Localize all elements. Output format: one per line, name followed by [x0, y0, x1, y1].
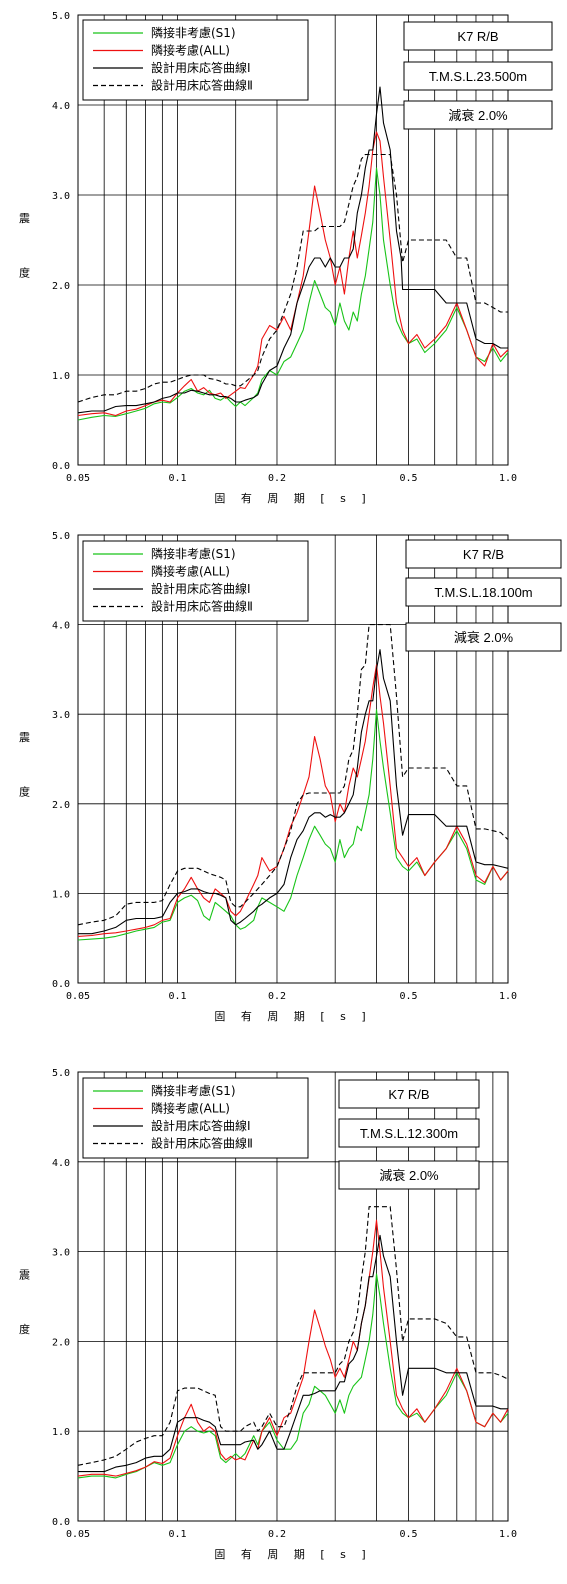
x-axis-title: 固 有 周 期 [ s ]	[214, 1547, 371, 1561]
legend-label-2: 隣接考慮(ALL)	[151, 1101, 230, 1116]
x-tick-label: 0.5	[399, 1529, 417, 1540]
legend-label-1: 隣接非考慮(S1)	[151, 25, 236, 40]
x-tick-label: 0.05	[66, 991, 90, 1002]
legend-label-4: 設計用床応答曲線Ⅱ	[151, 78, 253, 93]
legend: 隣接非考慮(S1) 隣接考慮(ALL) 設計用床応答曲線Ⅰ 設計用床応答曲線Ⅱ	[83, 541, 308, 621]
y-tick-label: 3.0	[52, 191, 70, 202]
y-tick-label: 2.0	[52, 1337, 70, 1348]
legend: 隣接非考慮(S1) 隣接考慮(ALL) 設計用床応答曲線Ⅰ 設計用床応答曲線Ⅱ	[83, 1078, 308, 1158]
y-axis-title: 震 度	[18, 731, 31, 817]
x-tick-label: 1.0	[499, 991, 517, 1002]
y-tick-label: 4.0	[52, 1158, 70, 1169]
y-tick-label: 3.0	[52, 710, 70, 721]
y-tick-label: 1.0	[52, 889, 70, 900]
annotation-text-1: K7 R/B	[388, 1087, 429, 1102]
y-tick-label: 4.0	[52, 101, 70, 112]
y-tick-label: 3.0	[52, 1248, 70, 1259]
annotation-text-2: T.M.S.L.18.100m	[434, 585, 532, 600]
x-tick-label: 0.1	[168, 473, 186, 484]
chart-panel-2: 0.0 1.0 2.0 3.0 4.0 5.0 0.05 0.1 0.2 0.5 1.0 固 有 周 …	[0, 528, 567, 1056]
legend-label-2: 隣接考慮(ALL)	[151, 564, 230, 579]
chart-panel-1: 0.0 1.0 2.0 3.0 4.0 5.0 0.05 0.1 0.2 0.5 1.0 固 有 周 …	[0, 0, 567, 528]
legend-label-3: 設計用床応答曲線Ⅰ	[151, 581, 251, 596]
x-tick-label: 0.5	[399, 991, 417, 1002]
legend: 隣接非考慮(S1) 隣接考慮(ALL) 設計用床応答曲線Ⅰ 設計用床応答曲線Ⅱ	[83, 20, 308, 100]
annotation-text-3: 減衰 2.0%	[454, 630, 514, 645]
annotation-text-1: K7 R/B	[463, 547, 504, 562]
legend-label-4: 設計用床応答曲線Ⅱ	[151, 1136, 253, 1151]
y-tick-label: 4.0	[52, 621, 70, 632]
x-tick-label: 0.05	[66, 473, 90, 484]
response-spectrum-chart-2: 0.0 1.0 2.0 3.0 4.0 5.0 0.05 0.1 0.2 0.5 1.0 固 有 周 …	[0, 528, 567, 1056]
response-spectrum-chart-1: 0.0 1.0 2.0 3.0 4.0 5.0 0.05 0.1 0.2 0.5 1.0 固 有 周 …	[0, 0, 567, 528]
legend-label-3: 設計用床応答曲線Ⅰ	[151, 1118, 251, 1133]
annotation-text-3: 減衰 2.0%	[379, 1168, 439, 1183]
y-tick-label: 0.0	[52, 979, 70, 990]
legend-label-3: 設計用床応答曲線Ⅰ	[151, 60, 251, 75]
x-tick-label: 0.2	[268, 473, 286, 484]
y-tick-label: 2.0	[52, 800, 70, 811]
x-tick-label: 0.05	[66, 1529, 90, 1540]
y-tick-label: 2.0	[52, 281, 70, 292]
legend-label-4: 設計用床応答曲線Ⅱ	[151, 599, 253, 614]
y-tick-label: 0.0	[52, 461, 70, 472]
y-tick-label: 5.0	[52, 11, 70, 22]
x-tick-label: 0.1	[168, 1529, 186, 1540]
x-tick-label: 0.2	[268, 991, 286, 1002]
y-tick-label: 1.0	[52, 371, 70, 382]
legend-label-1: 隣接非考慮(S1)	[151, 546, 236, 561]
x-axis-title: 固 有 周 期 [ s ]	[214, 1009, 371, 1023]
annotation-text-1: K7 R/B	[457, 29, 498, 44]
chart-panel-3: 0.0 1.0 2.0 3.0 4.0 5.0 0.05 0.1 0.2 0.5 1.0 固 有 周 …	[0, 1056, 567, 1584]
legend-label-1: 隣接非考慮(S1)	[151, 1083, 236, 1098]
x-axis-title: 固 有 周 期 [ s ]	[214, 491, 371, 505]
x-tick-label: 1.0	[499, 473, 517, 484]
x-tick-label: 0.1	[168, 991, 186, 1002]
x-tick-label: 1.0	[499, 1529, 517, 1540]
annotation-text-3: 減衰 2.0%	[448, 108, 508, 123]
annotation-text-2: T.M.S.L.12.300m	[360, 1126, 458, 1141]
y-tick-label: 5.0	[52, 531, 70, 542]
y-tick-label: 0.0	[52, 1517, 70, 1528]
x-tick-label: 0.5	[399, 473, 417, 484]
y-axis-title: 震 度	[18, 212, 31, 298]
response-spectrum-chart-3: 0.0 1.0 2.0 3.0 4.0 5.0 0.05 0.1 0.2 0.5 1.0 固 有 周 …	[0, 1056, 567, 1584]
y-tick-label: 1.0	[52, 1427, 70, 1438]
y-axis-title: 震 度	[18, 1268, 31, 1354]
y-tick-label: 5.0	[52, 1068, 70, 1079]
legend-label-2: 隣接考慮(ALL)	[151, 43, 230, 58]
annotation-text-2: T.M.S.L.23.500m	[429, 69, 527, 84]
x-tick-label: 0.2	[268, 1529, 286, 1540]
